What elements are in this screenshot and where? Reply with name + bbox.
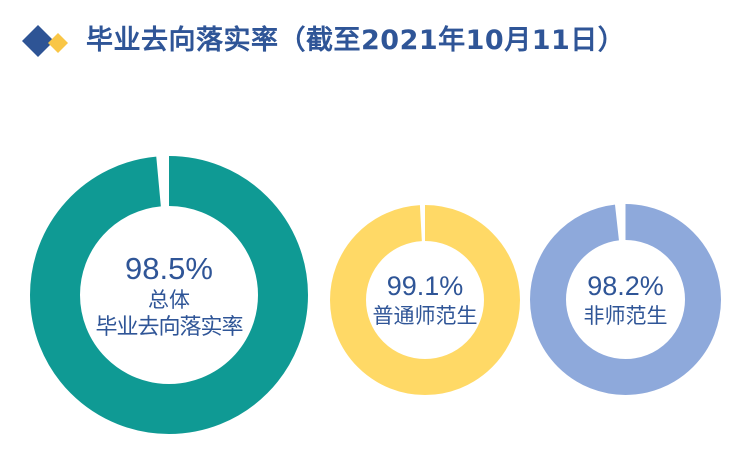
- donut-chart-normal-students: 99.1% 普通师范生: [330, 205, 520, 395]
- value-label: 99.1%: [386, 271, 464, 301]
- value-label: 98.5%: [125, 251, 213, 286]
- donut-ring: [30, 156, 308, 434]
- donut-center-label: 99.1% 普通师范生: [330, 205, 520, 395]
- category-label: 非师范生: [583, 303, 668, 328]
- category-label: 普通师范生: [372, 304, 478, 328]
- donut-ring: [530, 204, 721, 395]
- donut-center-label: 98.5% 总体 毕业去向落实率: [30, 156, 308, 434]
- category-label: 总体: [148, 288, 190, 312]
- donut-center-label: 98.2% 非师范生: [530, 204, 721, 395]
- value-label: 98.2%: [587, 270, 664, 301]
- header: 毕业去向落实率（截至2021年10月11日）: [0, 0, 735, 80]
- donut-chart-overall: 98.5% 总体 毕业去向落实率: [30, 156, 308, 434]
- diamond-logo-icon: [22, 25, 68, 57]
- donut-chart-non-normal-students: 98.2% 非师范生: [530, 204, 721, 395]
- page-title: 毕业去向落实率（截至2021年10月11日）: [86, 25, 626, 56]
- donut-ring: [330, 205, 520, 395]
- category-label: 毕业去向落实率: [95, 315, 243, 340]
